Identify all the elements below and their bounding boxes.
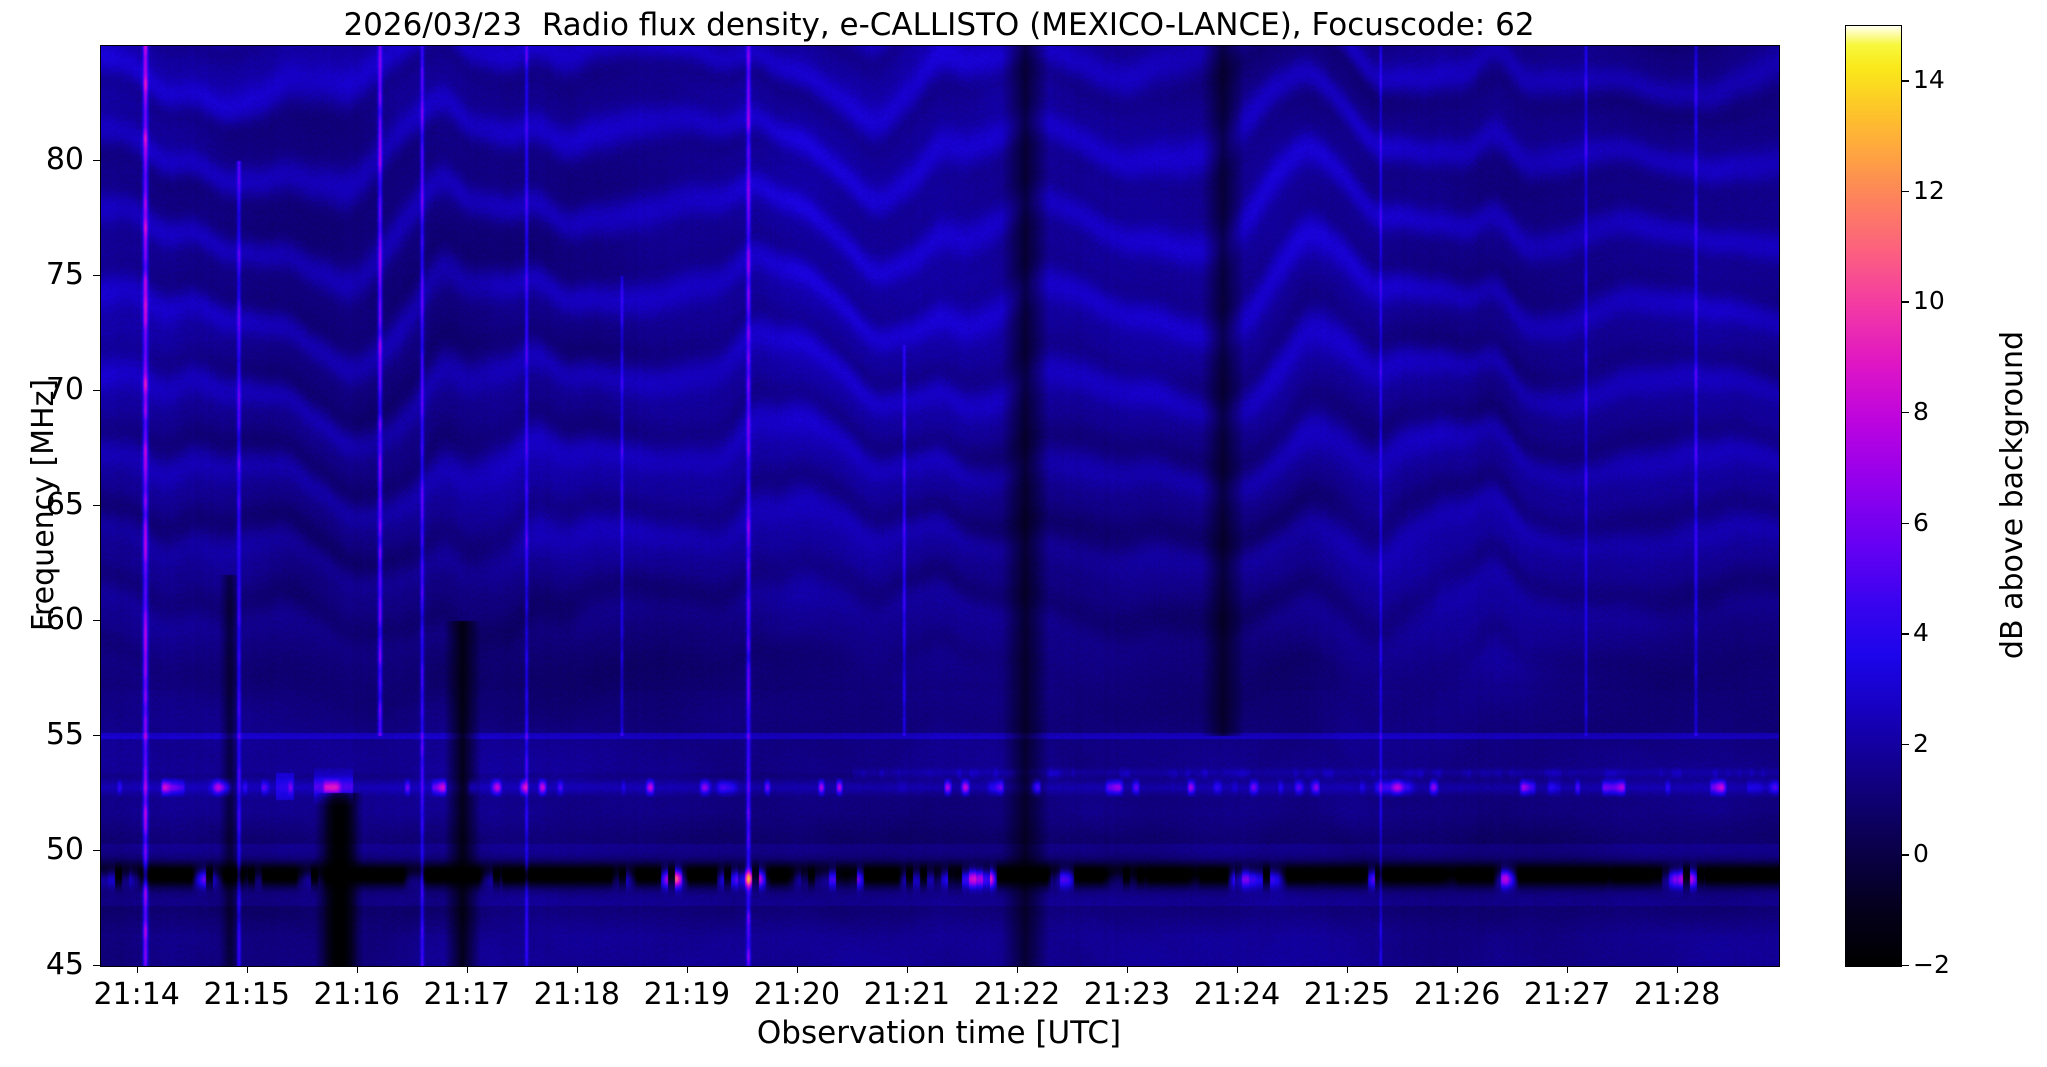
x-tick-mark xyxy=(1457,966,1459,973)
x-tick-mark xyxy=(1237,966,1239,973)
colorbar-tick-mark xyxy=(1902,412,1909,414)
y-tick-mark xyxy=(93,275,100,277)
y-tick-mark xyxy=(93,505,100,507)
spectrogram-plot-area xyxy=(100,45,1780,967)
y-tick-label: 65 xyxy=(45,487,84,522)
colorbar-tick-label: 12 xyxy=(1913,175,1945,205)
x-tick-label: 21:21 xyxy=(863,977,951,1012)
colorbar-tick-mark xyxy=(1902,190,1909,193)
y-tick-label: 55 xyxy=(45,717,84,752)
colorbar-tick-mark xyxy=(1902,854,1909,856)
y-tick-label: 60 xyxy=(45,602,84,637)
colorbar-gradient xyxy=(1846,26,1901,966)
x-tick-mark xyxy=(1126,966,1129,973)
y-tick-mark xyxy=(93,850,100,852)
colorbar-tick-label: 0 xyxy=(1913,839,1929,869)
x-tick-label: 21:17 xyxy=(423,977,510,1012)
y-tick-mark xyxy=(93,620,100,622)
colorbar-tick-label: 8 xyxy=(1913,397,1929,427)
x-tick-label: 21:23 xyxy=(1083,977,1171,1012)
x-tick-mark xyxy=(466,966,469,973)
colorbar-label: dB above background xyxy=(1995,330,2030,660)
colorbar-tick-label: 6 xyxy=(1913,507,1929,537)
y-tick-mark xyxy=(93,160,100,162)
colorbar-tick-label: 14 xyxy=(1913,65,1945,95)
y-tick-label: 70 xyxy=(45,372,84,407)
colorbar-tick-mark xyxy=(1902,743,1909,746)
x-tick-mark xyxy=(686,966,689,973)
y-tick-label: 80 xyxy=(45,142,84,177)
colorbar-tick-label: −2 xyxy=(1913,950,1950,979)
x-tick-label: 21:15 xyxy=(203,977,290,1012)
x-tick-mark xyxy=(136,966,138,973)
x-tick-label: 21:19 xyxy=(643,977,731,1012)
colorbar-tick-mark xyxy=(1902,80,1909,82)
x-tick-mark xyxy=(1347,966,1349,973)
x-tick-label: 21:14 xyxy=(93,977,180,1012)
x-tick-label: 21:28 xyxy=(1633,977,1721,1012)
x-tick-label: 21:22 xyxy=(973,977,1061,1012)
spectrogram-image xyxy=(101,46,1779,966)
x-tick-label: 21:20 xyxy=(753,977,841,1012)
colorbar-tick-label: 2 xyxy=(1913,728,1929,758)
page-title: 2026/03/23 Radio flux density, e-CALLIST… xyxy=(343,7,1535,43)
x-tick-mark xyxy=(1677,966,1679,973)
x-axis-label: Observation time [UTC] xyxy=(756,1015,1122,1051)
colorbar-tick-mark xyxy=(1902,522,1909,524)
y-tick-mark xyxy=(93,390,100,392)
colorbar xyxy=(1845,25,1902,967)
x-tick-mark xyxy=(246,966,248,973)
y-tick-label: 50 xyxy=(45,832,84,867)
x-tick-label: 21:26 xyxy=(1413,977,1501,1012)
colorbar-tick-label: 10 xyxy=(1913,286,1945,316)
x-tick-mark xyxy=(356,966,359,973)
y-tick-label: 45 xyxy=(45,947,84,982)
y-tick-mark xyxy=(93,735,100,737)
colorbar-tick-mark xyxy=(1902,633,1909,635)
x-tick-mark xyxy=(906,966,909,973)
colorbar-tick-mark xyxy=(1902,301,1909,303)
colorbar-tick-label: 4 xyxy=(1913,618,1929,648)
y-tick-label: 75 xyxy=(45,257,84,292)
x-tick-label: 21:25 xyxy=(1303,977,1391,1012)
x-tick-label: 21:16 xyxy=(313,977,400,1012)
x-tick-mark xyxy=(576,966,579,973)
x-tick-mark xyxy=(1567,966,1569,973)
x-tick-label: 21:18 xyxy=(533,977,621,1012)
x-tick-label: 21:24 xyxy=(1193,977,1281,1012)
x-tick-label: 21:27 xyxy=(1523,977,1611,1012)
colorbar-tick-mark xyxy=(1902,965,1909,967)
y-tick-mark xyxy=(93,965,100,967)
x-tick-mark xyxy=(796,966,799,973)
x-tick-mark xyxy=(1016,966,1019,973)
